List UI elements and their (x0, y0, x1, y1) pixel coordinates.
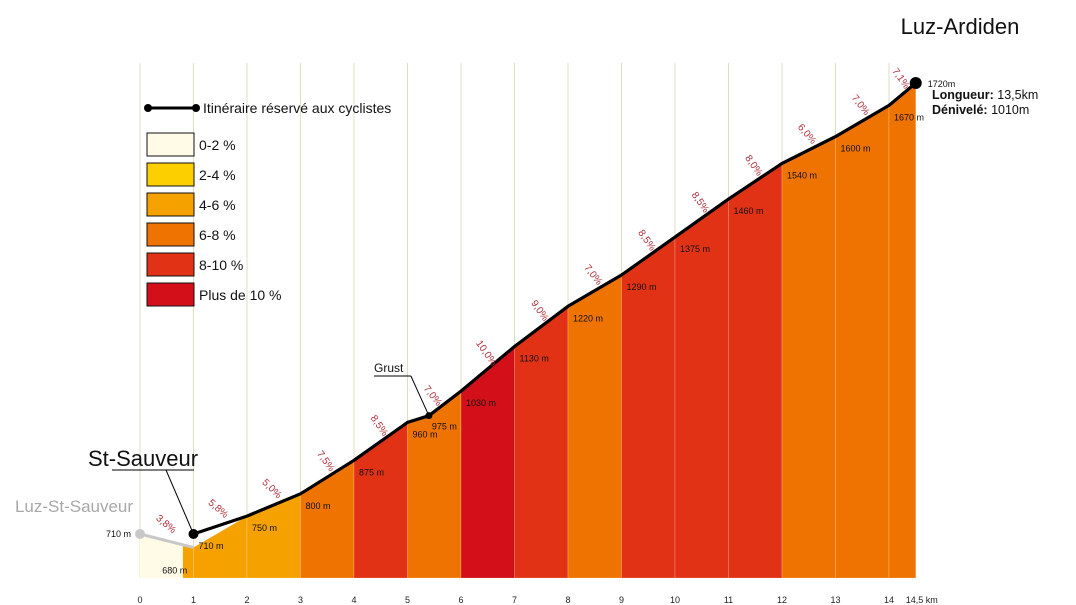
x-tick-label: 9 (619, 595, 624, 605)
gradient-label: 8,0% (742, 153, 764, 178)
elevation-label: 1460 m (734, 206, 764, 216)
legend-label: 2-4 % (199, 167, 236, 183)
legend-swatch (146, 162, 195, 187)
x-tick-label: 14,5 km (906, 595, 938, 605)
summit-label: Luz-Ardiden (901, 14, 1020, 39)
x-tick-label: 4 (351, 595, 356, 605)
segment-area (353, 421, 408, 579)
legend-swatch (146, 282, 195, 307)
x-tick-label: 10 (670, 595, 680, 605)
approach-end-elev: 680 m (162, 565, 187, 575)
elevation-label: 1720m (928, 79, 956, 89)
place-labels: Luz-Ardiden St-Sauveur Luz-St-Sauveur Gr… (15, 14, 1019, 516)
x-tick-label: 12 (777, 595, 787, 605)
elevation-label: 800 m (306, 501, 331, 511)
elevation-label: 1130 m (520, 353, 549, 363)
elevation-label: 1375 m (680, 244, 710, 254)
gradient-label: 7,0% (849, 93, 872, 118)
gradient-label: 10,0% (473, 339, 498, 369)
gradient-label: 7,5% (314, 449, 336, 474)
legend-label: 0-2 % (199, 137, 236, 153)
elevation-label: 1670 m (894, 112, 924, 122)
gradient-label: 7,0% (581, 263, 604, 288)
gradient-label: 5,0% (260, 477, 284, 501)
waypoint-leader (410, 375, 430, 416)
x-tick-label: 1 (191, 595, 196, 605)
route-polyline (192, 81, 917, 536)
gradient-label: 5,8% (206, 498, 231, 521)
route-line (112, 77, 922, 539)
approach-start-elev: 710 m (106, 529, 131, 539)
x-tick-label: 14 (884, 595, 894, 605)
gradient-label: 6,0% (795, 122, 818, 146)
start-label: St-Sauveur (88, 446, 198, 471)
gradient-label: 8,5% (689, 190, 711, 215)
summit-marker (909, 77, 922, 90)
village-marker (135, 529, 145, 539)
x-tick-label: 11 (724, 595, 733, 605)
legend-swatch (146, 132, 195, 157)
segment-area (888, 82, 917, 579)
legend-route-label: Itinéraire réservé aux cyclistes (203, 100, 391, 116)
legend-route-dot-right (192, 104, 200, 112)
approach-line (139, 532, 194, 549)
elevation-label: 1600 m (841, 144, 871, 154)
elevation-label: 1030 m (466, 398, 496, 408)
segment-area (514, 305, 569, 579)
x-tick-label: 5 (405, 595, 410, 605)
elevation-label: 1290 m (627, 282, 657, 292)
x-tick-label: 8 (565, 595, 570, 605)
elevation-label: 750 m (252, 523, 277, 533)
approach-gradient-label: 3,8% (153, 513, 178, 536)
legend-label: 8-10 % (199, 257, 243, 273)
climb-label: Dénivelé: (932, 103, 988, 117)
x-tick-label: 0 (137, 595, 142, 605)
segment-area (835, 104, 890, 579)
gradient-label: 8,5% (635, 228, 657, 253)
legend-swatch (146, 252, 195, 277)
legend-swatch (146, 222, 195, 247)
x-axis-ticks: 0 1 2 3 4 5 6 7 8 9 10 11 12 13 14 14,5 km (137, 595, 937, 605)
elevation-label: 975 m (432, 422, 457, 432)
legend-route-dot-left (144, 104, 152, 112)
elevation-label: 960 m (413, 429, 438, 439)
segment-area (674, 198, 729, 579)
legend-swatch (146, 192, 195, 217)
x-tick-label: 3 (298, 595, 303, 605)
climb-value: 1010m (991, 103, 1030, 117)
elevation-label: 710 m (199, 541, 224, 551)
legend: Itinéraire réservé aux cyclistes 0-2 % 2-4… (144, 100, 391, 307)
elevation-label: 1220 m (573, 313, 603, 323)
length-value: 13,5km (997, 88, 1039, 102)
x-tick-label: 7 (512, 595, 517, 605)
segment-area (460, 345, 515, 579)
start-leader (165, 469, 194, 535)
length-label: Longueur: (932, 88, 994, 102)
elevation-label: 1540 m (787, 170, 817, 180)
segment-area (728, 162, 783, 579)
legend-label: 4-6 % (199, 197, 236, 213)
elevation-label: 875 m (359, 467, 384, 477)
segment-area (781, 136, 836, 579)
climb-info: Longueur: 13,5km Dénivelé: 1010m (932, 88, 1038, 118)
gradient-segments (139, 82, 917, 579)
x-tick-label: 6 (458, 595, 463, 605)
gradient-label: 9,0% (528, 298, 550, 323)
legend-label: 6-8 % (199, 227, 236, 243)
legend-label: Plus de 10 % (199, 287, 282, 303)
village-label: Luz-St-Sauveur (15, 497, 133, 516)
x-tick-label: 2 (244, 595, 249, 605)
x-tick-label: 13 (830, 595, 840, 605)
waypoint-label: Grust (374, 361, 404, 375)
gradient-label: 8,5% (368, 413, 390, 438)
